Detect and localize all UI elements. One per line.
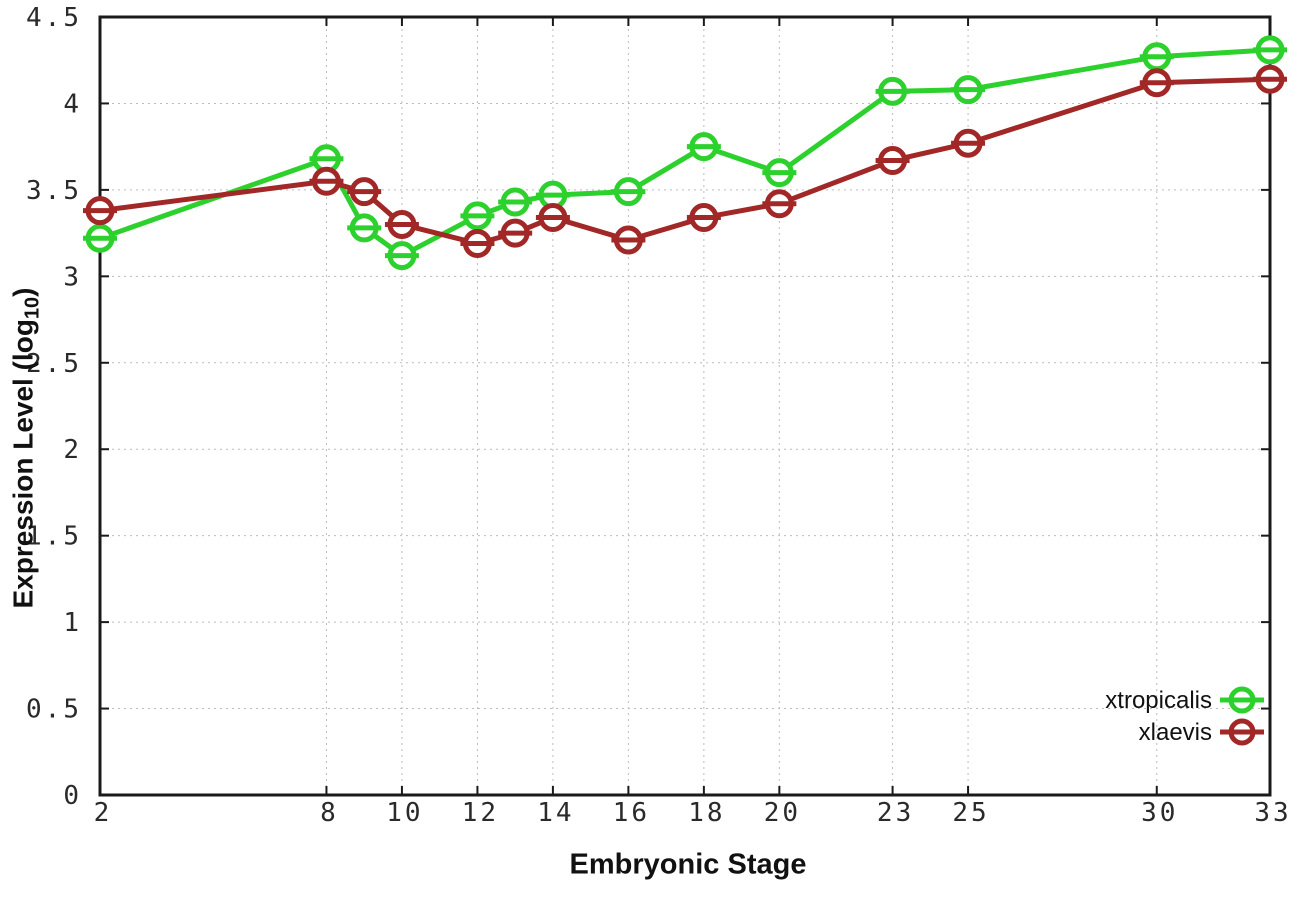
x-tick-label: 25: [952, 798, 989, 828]
legend-label-xtropicalis: xtropicalis: [1105, 687, 1212, 714]
x-tick-label: 10: [386, 798, 423, 828]
y-tick-label: 4.5: [26, 3, 82, 33]
x-tick-label: 8: [320, 798, 339, 828]
x-axis-title: Embryonic Stage: [570, 849, 807, 882]
x-tick-label: 16: [613, 798, 650, 828]
x-tick-label: 33: [1254, 798, 1291, 828]
y-tick-label: 4: [63, 89, 82, 119]
x-tick-label: 12: [462, 798, 499, 828]
x-axis-title-text: Embryonic Stage: [569, 848, 807, 881]
y-tick-label: 2: [63, 435, 82, 465]
y-tick-label: 0.5: [26, 695, 82, 725]
y-tick-label: 2.5: [26, 349, 82, 379]
plot-border: [98, 15, 1272, 797]
x-tick-label: 14: [537, 798, 574, 828]
y-tick-label: 1.5: [26, 522, 82, 552]
y-tick-label: 3: [63, 262, 82, 292]
legend-label-xlaevis: xlaevis: [1139, 719, 1212, 746]
y-axis-title: Expression Level (log10): [8, 288, 45, 609]
x-tick-label: 18: [688, 798, 725, 828]
y-tick-label: 0: [63, 781, 82, 811]
y-axis-title-text: Expression Level (log: [7, 319, 39, 609]
y-tick-label: 1: [63, 608, 82, 638]
x-tick-label: 23: [877, 798, 914, 828]
x-tick-label: 30: [1141, 798, 1178, 828]
y-axis-title-close: ): [7, 287, 39, 297]
y-tick-label: 3.5: [26, 176, 82, 206]
x-tick-label: 2: [94, 798, 113, 828]
y-axis-title-subscript: 10: [21, 296, 44, 320]
x-tick-label: 20: [764, 798, 801, 828]
